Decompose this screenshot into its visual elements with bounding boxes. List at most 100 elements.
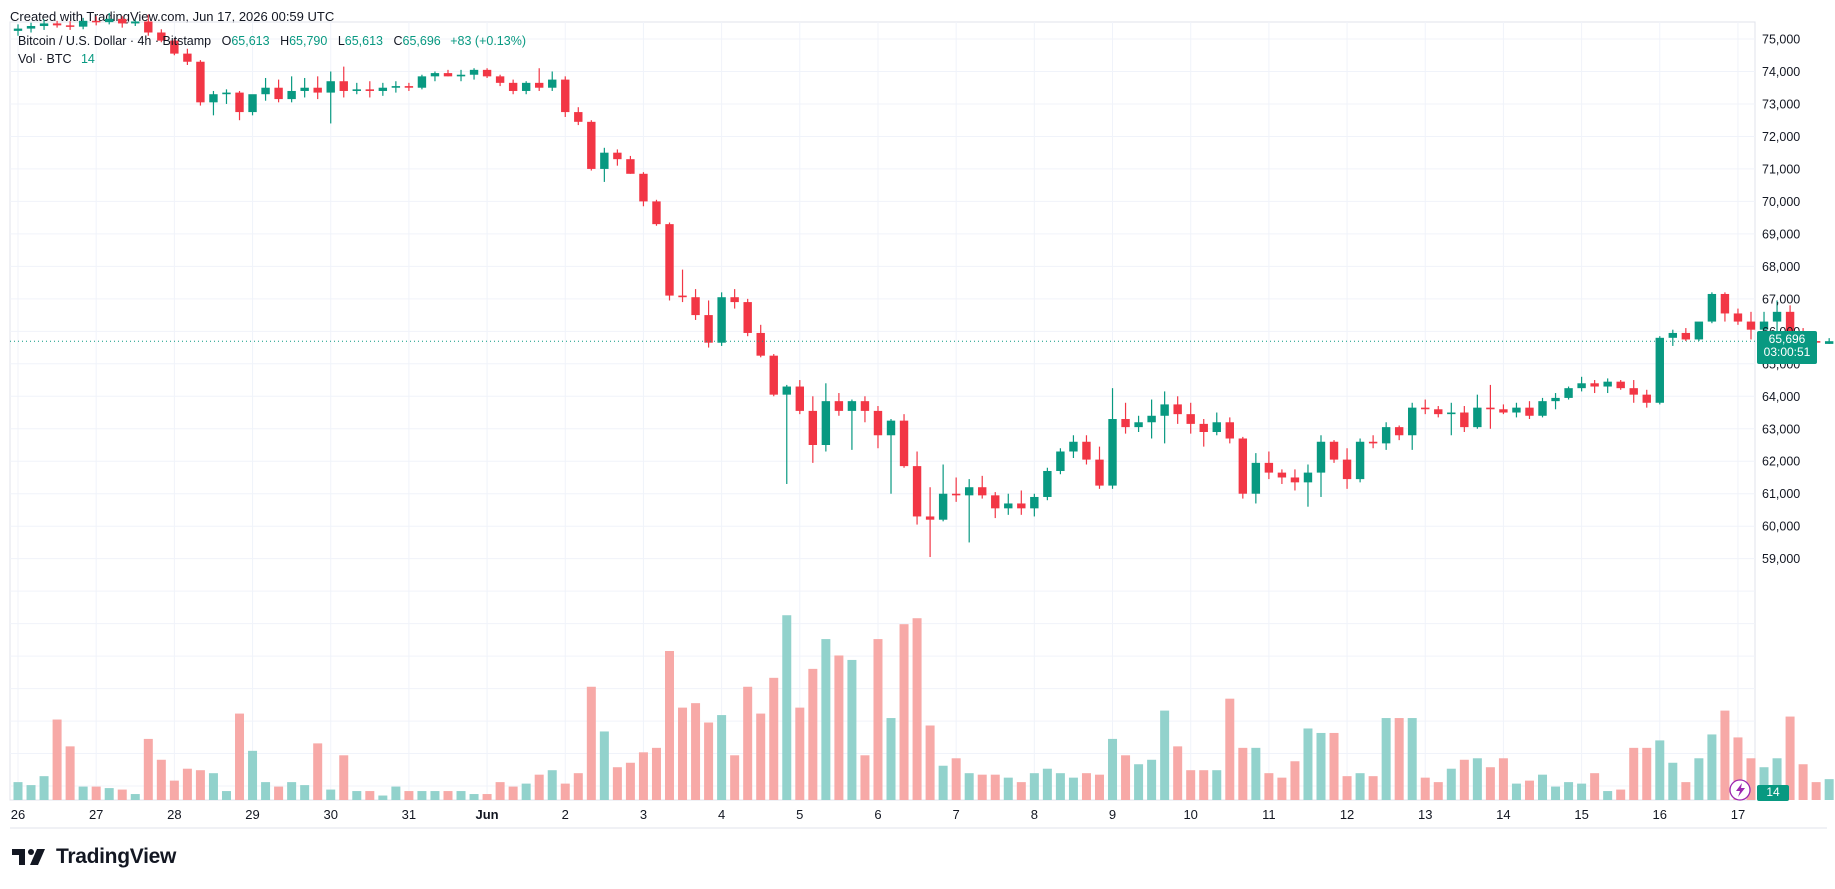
axes: 59,00060,00061,00062,00063,00064,00065,0… — [10, 33, 1800, 822]
volume-bar — [1694, 758, 1704, 800]
volume-bar — [1121, 755, 1131, 800]
volume-bar — [651, 747, 661, 800]
date-tick-label: 4 — [718, 807, 725, 822]
volume-bar — [417, 791, 427, 800]
date-tick-label: 7 — [953, 807, 960, 822]
volume-bar — [1016, 782, 1026, 800]
candle-body — [1082, 441, 1091, 460]
volume-bar — [769, 677, 779, 800]
last-volume-tag: 14 — [1757, 785, 1789, 801]
volume-bar — [821, 639, 831, 800]
change-value: +83 (+0.13%) — [450, 34, 526, 48]
candle-body — [1616, 381, 1625, 389]
candle-body — [1421, 407, 1430, 410]
plot-frame — [9, 21, 1756, 801]
volume-bar — [1603, 791, 1613, 800]
volume-bar — [1108, 738, 1118, 800]
candle-body — [170, 40, 179, 54]
volume-bar — [235, 713, 245, 800]
candle-body — [118, 18, 127, 24]
candle-body — [1277, 472, 1287, 478]
volume-legend[interactable]: Vol · BTC 14 — [18, 52, 95, 66]
candle-body — [1564, 388, 1573, 398]
volume-bar — [912, 618, 922, 800]
grid-lines — [9, 21, 1827, 829]
volume-bar — [678, 707, 688, 800]
date-tick-label: 29 — [245, 807, 259, 822]
candle-body — [860, 401, 870, 411]
candle-body — [1642, 394, 1651, 403]
volume-bar — [1042, 768, 1052, 800]
volume-bar — [1746, 758, 1756, 800]
candle-body — [1629, 388, 1638, 395]
candle-body — [1512, 407, 1521, 413]
ohlc-legend[interactable]: Bitcoin / U.S. Dollar · 4h · Bitstamp O6… — [18, 34, 526, 48]
tradingview-logo[interactable]: TradingView — [10, 845, 176, 869]
symbol-title[interactable]: Bitcoin / U.S. Dollar · 4h · Bitstamp — [18, 34, 212, 48]
lightning-icon[interactable] — [1729, 779, 1751, 801]
volume-bar — [1068, 777, 1078, 800]
candle-body — [938, 493, 948, 520]
volume-bar — [391, 786, 401, 800]
candle-body — [1030, 496, 1039, 509]
candle-body — [417, 76, 427, 88]
date-tick-label: 27 — [89, 807, 103, 822]
volume-bar — [78, 786, 88, 800]
candle-body — [131, 21, 140, 24]
volume-bar — [1329, 732, 1339, 800]
candle-body — [1603, 381, 1612, 387]
candle-body — [1017, 503, 1026, 509]
candle-body — [39, 23, 49, 27]
volume-bar — [573, 773, 583, 800]
volume-bar — [795, 707, 805, 800]
volume-bar — [808, 668, 818, 800]
candle-body — [691, 297, 700, 316]
volume-bar — [221, 791, 231, 800]
candle-body — [1707, 293, 1717, 322]
candle-body — [1147, 415, 1156, 423]
volume-bar — [586, 686, 596, 800]
volume-bar — [964, 773, 974, 800]
volume-bar — [1785, 716, 1795, 800]
candle-body — [886, 420, 896, 436]
candle-body — [339, 81, 348, 91]
volume-bar — [156, 759, 166, 800]
candle-body — [1303, 472, 1313, 483]
volume-bar — [834, 655, 844, 800]
candle-body — [821, 401, 831, 445]
volume-bar — [691, 703, 701, 800]
candle-body — [1134, 422, 1143, 428]
volume-bar — [1094, 774, 1104, 800]
price-tick-label: 62,000 — [1762, 455, 1800, 469]
volume-bar — [248, 750, 258, 800]
volume-bar — [1055, 773, 1065, 800]
candle-body — [991, 495, 1000, 509]
candle-body — [1785, 311, 1795, 338]
volume-bar — [1342, 776, 1352, 800]
volume-bar — [1394, 718, 1404, 800]
candle-body — [1095, 459, 1104, 486]
close-label: C — [393, 34, 403, 48]
price-tick-label: 67,000 — [1762, 292, 1800, 306]
volume-bar — [482, 794, 492, 800]
volume-bar — [1446, 768, 1456, 800]
candle-body — [1668, 332, 1678, 338]
volume-bar — [1629, 747, 1639, 800]
candle-body — [235, 92, 244, 113]
volume-bar — [1029, 773, 1039, 800]
volume-bar — [625, 762, 635, 800]
volume-bar — [1264, 773, 1274, 800]
candle-body — [222, 92, 231, 95]
date-tick-label: 17 — [1731, 807, 1745, 822]
volume-bar — [1186, 770, 1196, 800]
volume-bar — [1577, 783, 1587, 800]
high-label: H — [280, 34, 290, 48]
candle-body — [1329, 441, 1339, 460]
candle-body — [1720, 293, 1730, 314]
date-tick-label: 13 — [1418, 807, 1432, 822]
volume-bar — [1642, 747, 1652, 800]
candle-body — [639, 173, 648, 202]
candle-body — [652, 201, 661, 225]
candle-body — [1043, 470, 1052, 497]
